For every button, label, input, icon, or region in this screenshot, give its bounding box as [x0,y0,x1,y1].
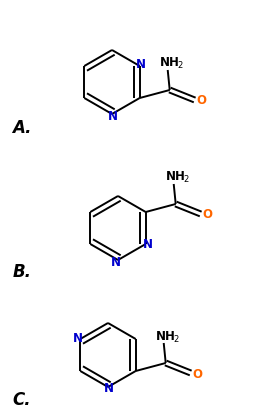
Text: 2: 2 [173,335,178,344]
Text: O: O [203,209,213,222]
Text: 2: 2 [183,175,188,184]
Text: A.: A. [12,119,32,137]
Text: 2: 2 [177,61,182,70]
Text: N: N [108,110,118,123]
Text: N: N [143,238,153,250]
Text: N: N [73,332,83,344]
Text: NH: NH [160,56,180,70]
Text: N: N [111,256,121,268]
Text: N: N [136,58,146,72]
Text: O: O [197,94,207,108]
Text: NH: NH [156,330,176,342]
Text: O: O [193,368,203,380]
Text: C.: C. [13,391,31,409]
Text: B.: B. [13,263,32,281]
Text: NH: NH [166,171,186,184]
Text: N: N [104,382,114,396]
